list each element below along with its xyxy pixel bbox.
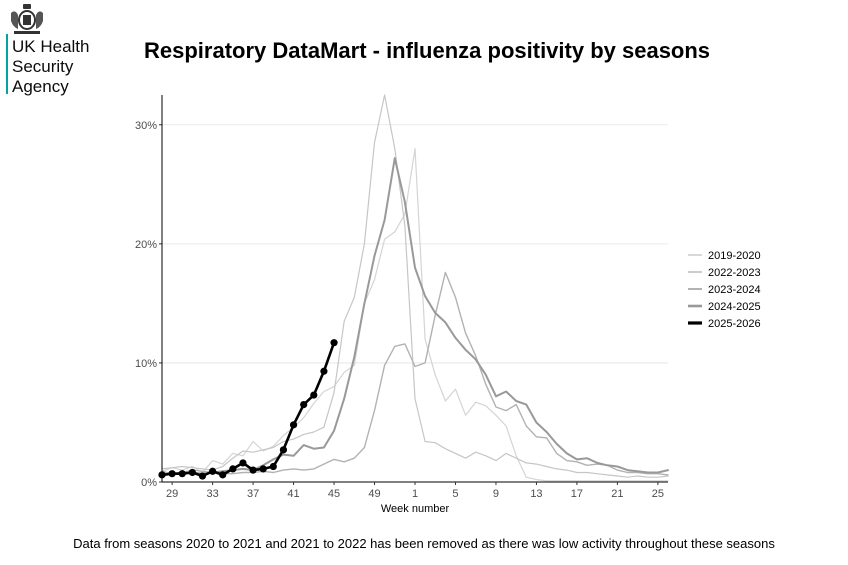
- grid-lines: [162, 124, 668, 364]
- data-point-2025-2026: [310, 391, 318, 399]
- axes-group: 0% 10% 20% 30% 29 33 37 41 45 49 1 5 9 13 17 21 25 Week n…: [135, 95, 668, 515]
- y-tick-label: 0%: [141, 477, 157, 489]
- x-tick-label: 33: [206, 488, 218, 500]
- data-point-2025-2026: [249, 466, 257, 474]
- data-point-2025-2026: [209, 467, 217, 475]
- x-tick-label: 49: [368, 488, 380, 500]
- x-tick-label: 37: [247, 488, 259, 500]
- royal-crest-icon: [11, 4, 43, 34]
- legend-label-2024-2025: 2024-2025: [708, 301, 761, 313]
- logo-accent-bar: [6, 34, 8, 94]
- data-point-2025-2026: [289, 421, 298, 429]
- x-tick-label: 1: [412, 488, 418, 500]
- data-point-2025-2026: [269, 462, 277, 471]
- logo-text-line-1: UK Health: [12, 37, 90, 56]
- y-tick-label: 20%: [135, 239, 157, 251]
- data-point-2025-2026: [330, 339, 338, 347]
- data-point-2025-2026: [320, 367, 328, 375]
- logo-text-line-3: Agency: [12, 77, 69, 96]
- series-group: [158, 94, 669, 482]
- y-tick-label: 30%: [135, 120, 157, 132]
- legend-label-2025-2026: 2025-2026: [708, 318, 761, 330]
- x-tick-label: 21: [611, 488, 623, 500]
- data-point-2025-2026: [168, 470, 176, 478]
- footnote: Data from seasons 2020 to 2021 and 2021 …: [73, 536, 775, 551]
- data-point-2025-2026: [178, 470, 186, 478]
- data-point-2025-2026: [239, 459, 247, 467]
- data-point-2025-2026: [279, 446, 288, 454]
- data-point-2025-2026: [229, 465, 237, 473]
- data-point-2025-2026: [188, 468, 196, 477]
- ukhsa-logo: UK Health Security Agency: [0, 0, 120, 100]
- y-tick-label: 10%: [135, 358, 157, 370]
- data-point-2025-2026: [198, 472, 207, 480]
- x-tick-label: 41: [287, 488, 299, 500]
- x-tick-label: 13: [530, 488, 542, 500]
- x-tick-label: 25: [652, 488, 664, 500]
- chart-title: Respiratory DataMart - influenza positiv…: [144, 38, 711, 63]
- series-line-2019-2020: [161, 148, 669, 482]
- legend-label-2022-2023: 2022-2023: [708, 267, 761, 279]
- legend-label-2023-2024: 2023-2024: [708, 284, 761, 296]
- x-tick-label: 9: [493, 488, 499, 500]
- legend: 2019-2020 2022-2023 2023-2024 2024-2025 2025…: [688, 250, 761, 330]
- x-tick-label: 5: [452, 488, 458, 500]
- x-tick-label: 17: [571, 488, 583, 500]
- series-line-2024-2025: [161, 157, 669, 476]
- data-point-2025-2026: [300, 401, 308, 409]
- series-line-2023-2024: [161, 271, 669, 476]
- data-point-2025-2026: [219, 471, 227, 479]
- x-tick-label: 45: [328, 488, 340, 500]
- x-tick-label: 29: [166, 488, 178, 500]
- x-axis-title: Week number: [381, 503, 450, 515]
- data-point-2025-2026: [259, 465, 267, 473]
- series-line-2022-2023: [161, 94, 669, 478]
- legend-label-2019-2020: 2019-2020: [708, 250, 761, 262]
- logo-text-line-2: Security: [12, 57, 74, 76]
